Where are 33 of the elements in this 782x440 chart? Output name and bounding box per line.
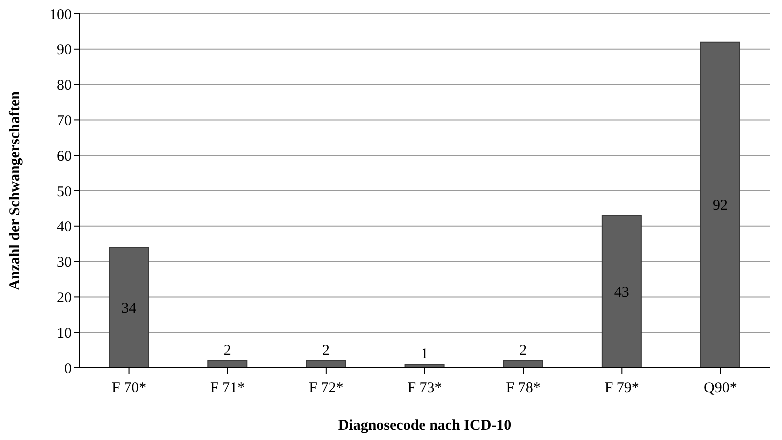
x-tick-label: F 79* xyxy=(604,380,640,397)
y-tick-label: 20 xyxy=(57,290,72,307)
y-tick-label: 70 xyxy=(57,114,72,130)
x-tick-label: F 72* xyxy=(309,380,344,397)
y-tick-label: 50 xyxy=(57,184,72,200)
y-tick-label: 10 xyxy=(57,326,72,342)
y-tick-label: 40 xyxy=(57,220,72,236)
y-tick-label: 0 xyxy=(64,361,72,378)
y-tick-label: 100 xyxy=(50,7,72,24)
x-tick-label: F 70* xyxy=(112,380,147,397)
bar xyxy=(109,247,150,368)
y-tick-label: 80 xyxy=(57,78,72,94)
data-label: 34 xyxy=(122,300,138,317)
bar xyxy=(602,215,642,368)
x-axis-title: Diagnosecode nach ICD-10 xyxy=(338,418,512,434)
data-label: 2 xyxy=(322,342,330,359)
bar xyxy=(700,42,740,368)
bar xyxy=(208,360,248,368)
bar xyxy=(306,360,346,368)
bar xyxy=(503,360,544,368)
data-label: 92 xyxy=(713,198,728,214)
data-label: 2 xyxy=(520,342,528,359)
x-tick-label: F 78* xyxy=(506,380,541,397)
y-tick-label: 30 xyxy=(57,255,72,272)
y-tick-label: 60 xyxy=(57,148,72,165)
y-tick-label: 90 xyxy=(57,42,72,59)
data-label: 2 xyxy=(224,342,232,359)
x-tick-label: F 71* xyxy=(210,380,246,397)
y-axis-title: Anzahl der Schwangerschaften xyxy=(7,90,24,290)
data-label: 1 xyxy=(421,346,429,362)
x-tick-label: F 73* xyxy=(408,380,442,397)
data-label: 43 xyxy=(614,284,630,301)
x-tick-label: Q90* xyxy=(704,380,738,397)
